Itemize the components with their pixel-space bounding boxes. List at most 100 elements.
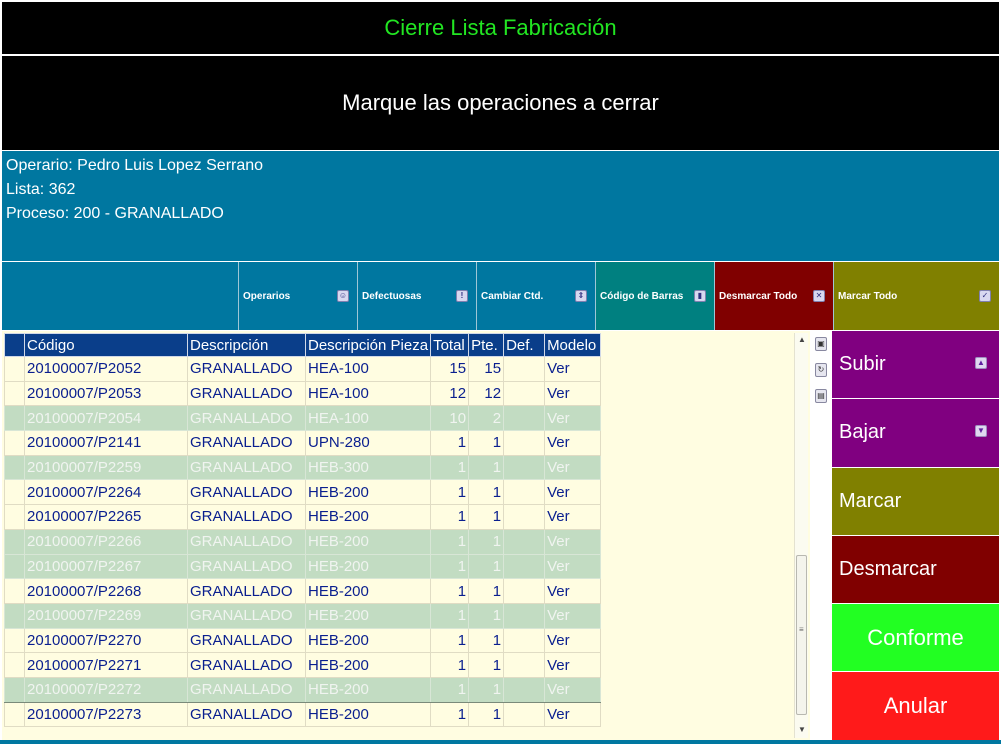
cell-modelo[interactable]: Ver	[544, 701, 602, 728]
anular-label: Anular	[883, 693, 948, 719]
row-selector-header	[4, 333, 25, 357]
refresh-icon[interactable]: ↻	[815, 363, 827, 377]
operations-grid: Código Descripción Descripción Pieza Tot…	[2, 331, 810, 740]
marcar-todo-label: Marcar Todo	[838, 290, 898, 302]
cell-modelo[interactable]: Ver	[544, 380, 602, 407]
row-selector[interactable]	[4, 380, 25, 407]
window-title: Cierre Lista Fabricación	[2, 2, 999, 54]
table-row[interactable]: 20100007/P2266 GRANALLADO HEB-200 1 1 Ver	[4, 528, 602, 555]
table-row[interactable]: 20100007/P2267 GRANALLADO HEB-200 1 1 Ver	[4, 553, 602, 580]
cell-descripcion: GRANALLADO	[187, 479, 306, 506]
cell-def	[503, 578, 546, 604]
row-selector[interactable]	[4, 602, 25, 629]
subir-button[interactable]: Subir ▲	[832, 331, 999, 399]
cell-total: 1	[430, 430, 470, 456]
operations-table: Código Descripción Descripción Pieza Tot…	[4, 333, 602, 728]
row-selector[interactable]	[4, 430, 25, 456]
save-icon[interactable]: ▣	[815, 337, 827, 351]
cell-codigo: 20100007/P2054	[24, 405, 188, 432]
cell-modelo[interactable]: Ver	[544, 676, 602, 703]
table-row[interactable]: 20100007/P2054 GRANALLADO HEA-100 10 2 Ver	[4, 405, 602, 432]
vertical-scrollbar[interactable]: ▲ ≡ ▼	[794, 333, 808, 738]
row-selector[interactable]	[4, 553, 25, 580]
cell-modelo[interactable]: Ver	[544, 356, 602, 382]
table-row[interactable]: 20100007/P2053 GRANALLADO HEA-100 12 12 Ver	[4, 380, 602, 407]
cambiar-ctd-button[interactable]: Cambiar Ctd. ⇕	[477, 262, 596, 330]
marcar-button[interactable]: Marcar	[832, 467, 999, 535]
bajar-button[interactable]: Bajar ▼	[832, 399, 999, 467]
cell-modelo[interactable]: Ver	[544, 430, 602, 456]
table-row[interactable]: 20100007/P2269 GRANALLADO HEB-200 1 1 Ver	[4, 602, 602, 629]
cell-modelo[interactable]: Ver	[544, 479, 602, 506]
cell-modelo[interactable]: Ver	[544, 652, 602, 678]
row-selector[interactable]	[4, 652, 25, 678]
column-header-descripcion-pieza[interactable]: Descripción Pieza	[304, 333, 432, 357]
column-header-descripcion[interactable]: Descripción	[187, 333, 306, 357]
cell-descripcion: GRANALLADO	[187, 454, 306, 481]
row-selector[interactable]	[4, 504, 25, 530]
print-icon[interactable]: ▤	[815, 389, 827, 403]
cell-codigo: 20100007/P2259	[24, 454, 188, 481]
cell-modelo[interactable]: Ver	[544, 627, 602, 654]
table-row[interactable]: 20100007/P2141 GRANALLADO UPN-280 1 1 Ver	[4, 430, 602, 456]
table-row[interactable]: 20100007/P2271 GRANALLADO HEB-200 1 1 Ver	[4, 652, 602, 678]
cell-modelo[interactable]: Ver	[544, 405, 602, 432]
anular-button[interactable]: Anular	[832, 672, 999, 740]
operarios-button[interactable]: Operarios ☺	[239, 262, 358, 330]
row-selector[interactable]	[4, 627, 25, 654]
row-selector[interactable]	[4, 701, 25, 728]
cell-modelo[interactable]: Ver	[544, 504, 602, 530]
cell-descripcion: GRANALLADO	[187, 553, 306, 580]
cell-modelo[interactable]: Ver	[544, 553, 602, 580]
cell-total: 12	[430, 380, 470, 407]
row-selector[interactable]	[4, 356, 25, 382]
table-row[interactable]: 20100007/P2272 GRANALLADO HEB-200 1 1 Ver	[4, 676, 602, 703]
desmarcar-button[interactable]: Desmarcar	[832, 535, 999, 604]
column-header-def[interactable]: Def.	[503, 333, 546, 357]
cell-def	[503, 454, 546, 481]
cell-modelo[interactable]: Ver	[544, 578, 602, 604]
table-row[interactable]: 20100007/P2265 GRANALLADO HEB-200 1 1 Ver	[4, 504, 602, 530]
defectuosas-button[interactable]: Defectuosas !	[358, 262, 477, 330]
column-header-pte[interactable]: Pte.	[468, 333, 505, 357]
codigo-barras-button[interactable]: Código de Barras ▮	[596, 262, 715, 330]
table-row[interactable]: 20100007/P2273 GRANALLADO HEB-200 1 1 Ver	[4, 701, 602, 728]
cell-codigo: 20100007/P2266	[24, 528, 188, 555]
toolbar: Operarios ☺ Defectuosas ! Cambiar Ctd. ⇕…	[2, 262, 999, 330]
cell-modelo[interactable]: Ver	[544, 528, 602, 555]
cell-def	[503, 504, 546, 530]
desmarcar-label: Desmarcar	[839, 558, 937, 581]
cell-def	[503, 405, 546, 432]
row-selector[interactable]	[4, 454, 25, 481]
column-header-codigo[interactable]: Código	[24, 333, 188, 357]
table-row[interactable]: 20100007/P2052 GRANALLADO HEA-100 15 15 Ver	[4, 356, 602, 382]
cell-pte: 12	[468, 380, 505, 407]
cell-total: 1	[430, 504, 470, 530]
table-row[interactable]: 20100007/P2259 GRANALLADO HEB-300 1 1 Ver	[4, 454, 602, 481]
cell-modelo[interactable]: Ver	[544, 454, 602, 481]
cell-codigo: 20100007/P2264	[24, 479, 188, 506]
scroll-down-icon[interactable]: ▼	[798, 725, 806, 734]
table-row[interactable]: 20100007/P2264 GRANALLADO HEB-200 1 1 Ver	[4, 479, 602, 506]
cell-descripcion: GRANALLADO	[187, 602, 306, 629]
scroll-up-icon[interactable]: ▲	[798, 335, 806, 344]
column-header-modelo[interactable]: Modelo	[544, 333, 602, 357]
cell-modelo[interactable]: Ver	[544, 602, 602, 629]
table-row[interactable]: 20100007/P2268 GRANALLADO HEB-200 1 1 Ver	[4, 578, 602, 604]
cell-total: 1	[430, 454, 470, 481]
scrollbar-thumb[interactable]: ≡	[796, 555, 807, 715]
marcar-todo-button[interactable]: Marcar Todo ✓	[834, 262, 999, 330]
conforme-button[interactable]: Conforme	[832, 604, 999, 672]
row-selector[interactable]	[4, 578, 25, 604]
cell-pte: 1	[468, 504, 505, 530]
cell-descripcion: GRANALLADO	[187, 504, 306, 530]
row-selector[interactable]	[4, 676, 25, 703]
row-selector[interactable]	[4, 405, 25, 432]
row-selector[interactable]	[4, 479, 25, 506]
defectuosas-label: Defectuosas	[362, 290, 422, 302]
table-row[interactable]: 20100007/P2270 GRANALLADO HEB-200 1 1 Ver	[4, 627, 602, 654]
cell-pieza: HEA-100	[304, 380, 432, 407]
row-selector[interactable]	[4, 528, 25, 555]
column-header-total[interactable]: Total	[430, 333, 470, 357]
desmarcar-todo-button[interactable]: Desmarcar Todo ✕	[715, 262, 834, 330]
